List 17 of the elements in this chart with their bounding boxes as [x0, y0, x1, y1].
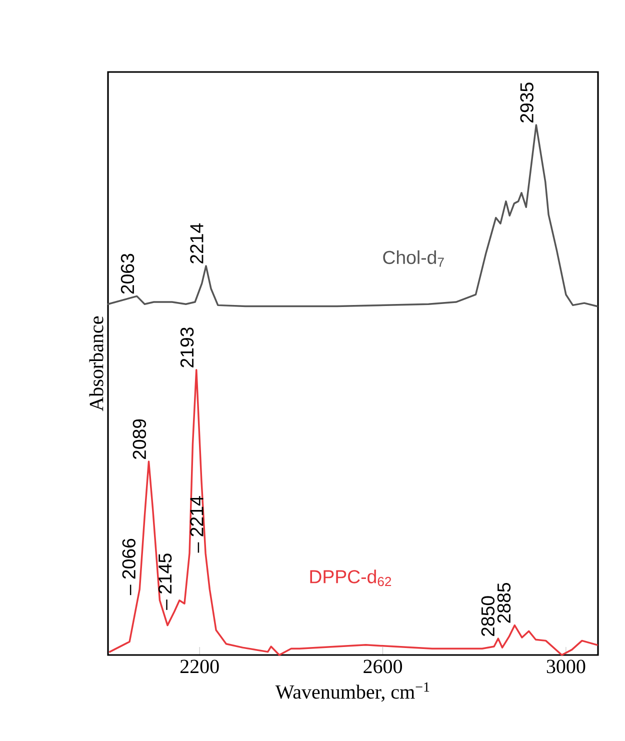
annotation: 2089	[132, 419, 146, 460]
annotation: 2935	[520, 82, 534, 122]
series-label: Chol-d$_{7}$	[383, 250, 444, 267]
x-tick-label: 2200	[180, 660, 219, 674]
text: DPPC-d$_{62}$	[310, 570, 392, 586]
annotation: 2063	[120, 254, 134, 294]
annotation: 2885	[497, 582, 511, 623]
x-tick-label: 2600	[364, 660, 402, 674]
annotation: – 2066	[122, 538, 136, 596]
annotation: – 2214	[190, 496, 204, 553]
x-tick-label: 3000	[546, 660, 586, 674]
annotation: 2214	[190, 223, 204, 264]
annotation: – 2145	[158, 554, 172, 610]
annotation: 2193	[180, 328, 194, 368]
y-axis-title: Absorbance	[89, 316, 104, 412]
annotation: 2850	[481, 596, 495, 636]
x-axis-title: Wavenumber, cm$^{−1}$	[275, 682, 430, 702]
